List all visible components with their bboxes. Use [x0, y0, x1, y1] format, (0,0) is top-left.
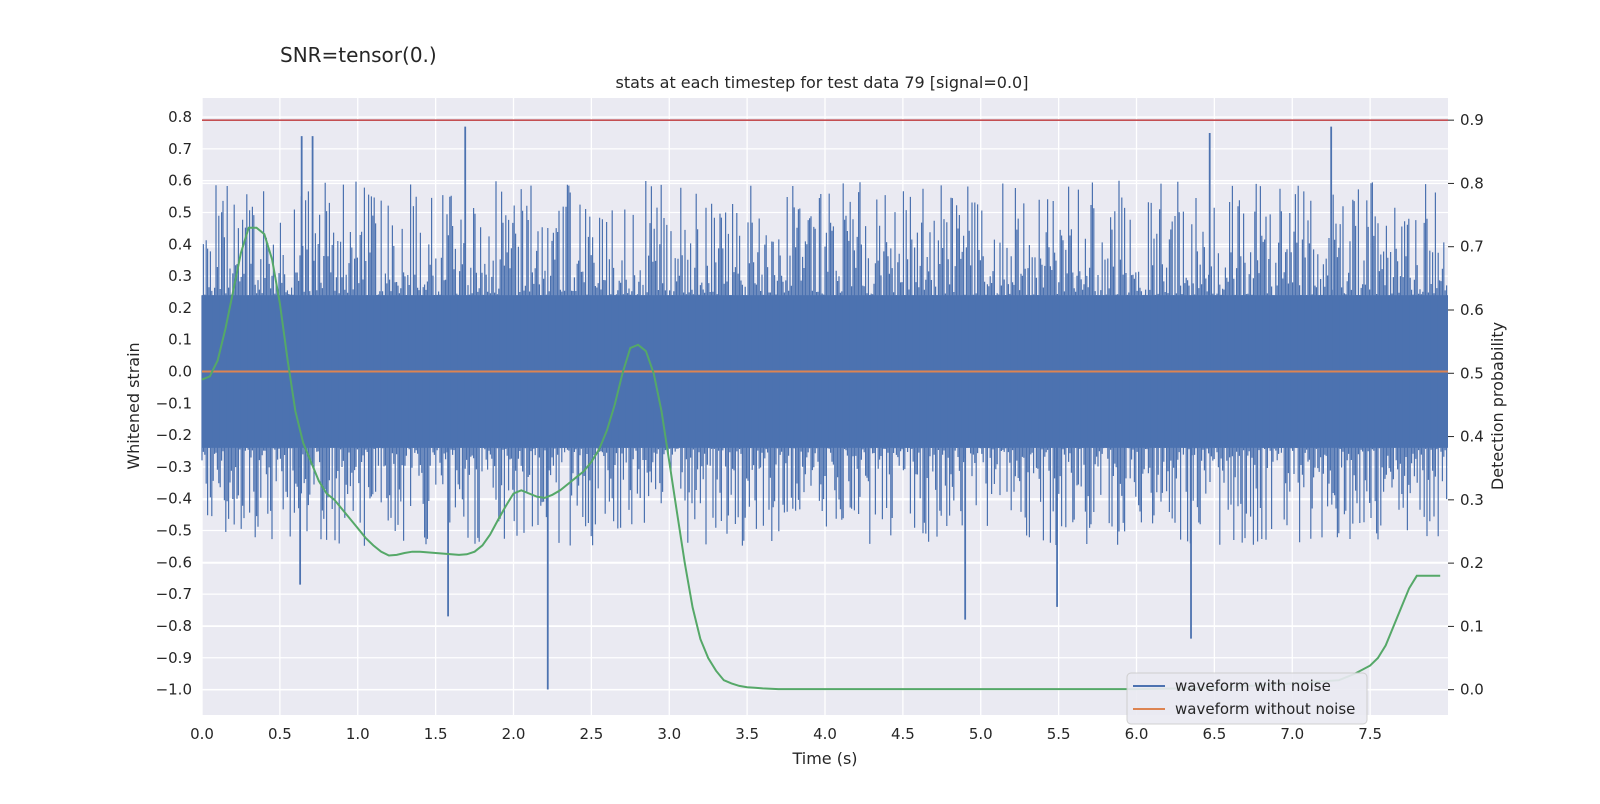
- right-tick-label: 0.2: [1460, 554, 1484, 572]
- y-tick-label: −0.4: [156, 490, 192, 508]
- x-tick-label: 3.5: [735, 725, 759, 743]
- y-tick-label: 0.2: [168, 299, 192, 317]
- y-tick-label: −0.6: [156, 553, 192, 571]
- x-axis-label: Time (s): [791, 749, 857, 768]
- y-tick-label: −0.3: [156, 458, 192, 476]
- y-tick-label: 0.7: [168, 140, 192, 158]
- x-tick-label: 4.0: [813, 725, 837, 743]
- y-tick-label: 0.5: [168, 203, 192, 221]
- x-tick-label: 7.5: [1358, 725, 1382, 743]
- legend-label-clean: waveform without noise: [1175, 700, 1355, 718]
- right-tick-label: 0.6: [1460, 301, 1484, 319]
- noise-excursions: [201, 180, 1448, 546]
- x-tick-label: 1.5: [424, 725, 448, 743]
- y-tick-label: 0.6: [168, 172, 192, 190]
- y-tick-label: 0.0: [168, 363, 192, 381]
- overlay-lines: [201, 119, 1448, 691]
- axis-ticks: 0.0 0.5 1.0 1.5 2.0 2.5 3.0 3.5 4.0 4.5 5.0 5.5 6.0 6…: [156, 108, 1484, 743]
- figure-suptitle: SNR=tensor(0.): [280, 43, 437, 67]
- y-tick-label: 0.4: [168, 235, 192, 253]
- x-tick-label: 0.0: [190, 725, 214, 743]
- x-tick-label: 6.5: [1202, 725, 1226, 743]
- detection-probability-line: [201, 226, 1441, 691]
- legend-box: [1126, 672, 1368, 725]
- y-tick-label: −0.8: [156, 617, 192, 635]
- y-tick-label: −0.7: [156, 585, 192, 603]
- right-tick-label: 0.4: [1460, 428, 1484, 446]
- y-axis-label: Whitened strain: [124, 342, 143, 469]
- y-tick-label: 0.1: [168, 331, 192, 349]
- right-tick-label: 0.8: [1460, 174, 1484, 192]
- x-tick-label: 6.0: [1125, 725, 1149, 743]
- x-tick-label: 5.0: [969, 725, 993, 743]
- y-tick-label: 0.8: [168, 108, 192, 126]
- x-tick-label: 2.0: [502, 725, 526, 743]
- y-tick-label: −0.1: [156, 394, 192, 412]
- y-tick-label: −0.2: [156, 426, 192, 444]
- right-y-axis-label: Detection probability: [1488, 322, 1507, 490]
- legend-label-noise: waveform with noise: [1175, 677, 1331, 695]
- right-tick-label: 0.0: [1460, 681, 1484, 699]
- x-tick-label: 3.0: [657, 725, 681, 743]
- y-tick-label: −1.0: [156, 681, 192, 699]
- right-tick-label: 0.1: [1460, 617, 1484, 635]
- x-tick-label: 1.0: [346, 725, 370, 743]
- x-tick-label: 4.5: [891, 725, 915, 743]
- y-tick-label: −0.9: [156, 649, 192, 667]
- right-tick-label: 0.7: [1460, 238, 1484, 256]
- chart-title: stats at each timestep for test data 79 …: [616, 73, 1029, 92]
- legend: waveform with noise waveform without noi…: [1126, 672, 1368, 725]
- x-tick-label: 5.5: [1047, 725, 1071, 743]
- right-tick-label: 0.3: [1460, 491, 1484, 509]
- x-tick-label: 0.5: [268, 725, 292, 743]
- x-tick-label: 7.0: [1280, 725, 1304, 743]
- x-tick-label: 2.5: [579, 725, 603, 743]
- y-tick-label: 0.3: [168, 267, 192, 285]
- right-tick-label: 0.5: [1460, 364, 1484, 382]
- right-tick-label: 0.9: [1460, 111, 1484, 129]
- y-tick-label: −0.5: [156, 522, 192, 540]
